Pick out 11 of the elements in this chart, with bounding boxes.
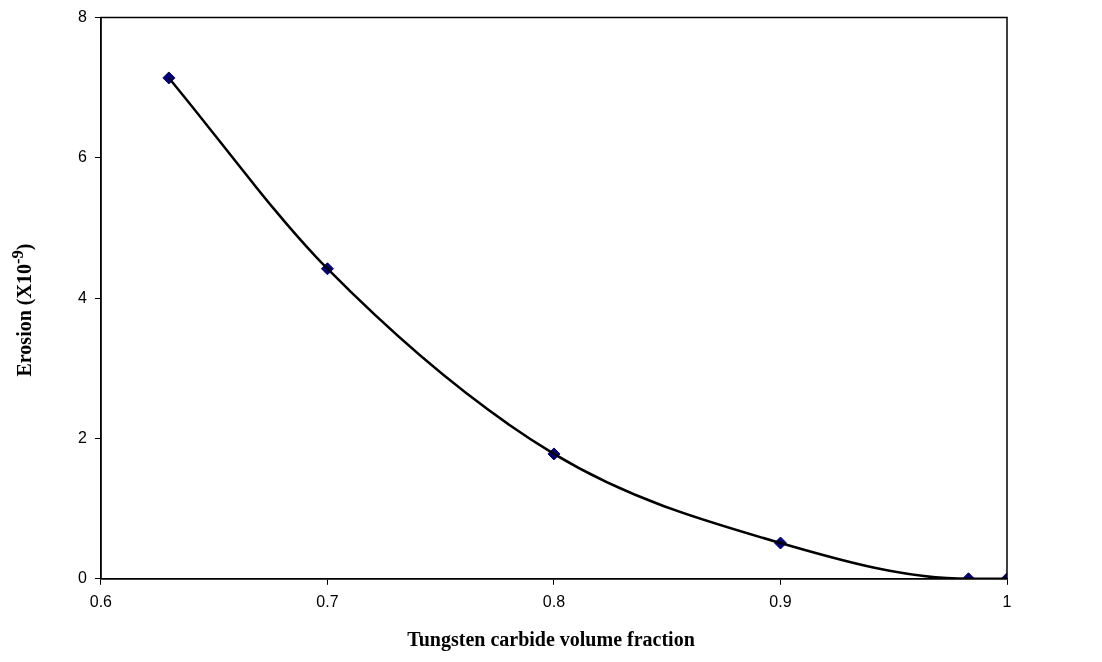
y-tick-label: 2 <box>77 428 87 446</box>
y-tick-label: 4 <box>77 288 87 306</box>
y-tick-label: 0 <box>77 569 87 587</box>
y-tick-label: 6 <box>77 148 87 166</box>
x-axis-title: Tungsten carbide volume fraction <box>406 628 696 651</box>
x-tick-label: 0.6 <box>89 592 113 610</box>
x-tick-label: 0.9 <box>769 592 792 610</box>
y-tick-label: 8 <box>77 8 87 26</box>
x-tick-label: 0.7 <box>316 592 339 610</box>
x-tick-label: 1 <box>1002 592 1012 610</box>
x-tick-label: 0.8 <box>542 592 566 610</box>
